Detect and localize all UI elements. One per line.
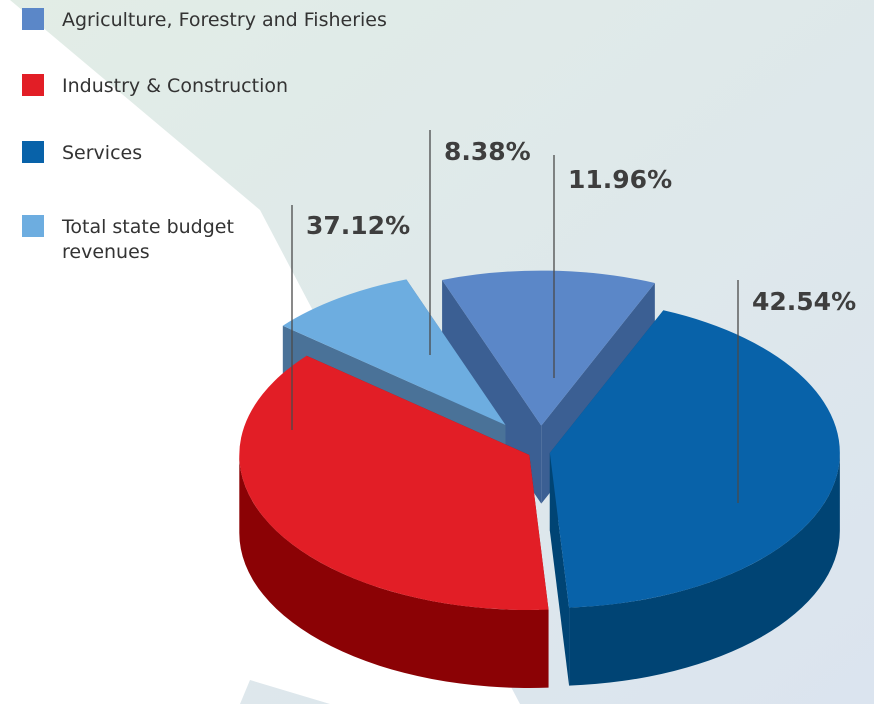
legend-swatch-agriculture	[22, 8, 44, 30]
pie-slice-services	[549, 310, 840, 608]
pie-slice-services-rim	[569, 452, 840, 686]
pie-tops	[239, 270, 840, 610]
pie-leader-lines	[291, 130, 739, 503]
pie-data-labels: 11.96% 42.54% 37.12% 8.38%	[306, 137, 856, 316]
pie-slice-agriculture-wall	[442, 279, 542, 504]
legend-label-agriculture: Agriculture, Forestry and Fisheries	[62, 9, 387, 31]
pie-slice-agriculture	[442, 270, 655, 426]
data-label-agriculture: 11.96%	[568, 165, 672, 194]
pie-slice-budget	[282, 279, 506, 425]
legend-label-budget: Total state budget revenues	[62, 216, 234, 263]
data-label-industry: 37.12%	[306, 211, 410, 240]
pie-slice-industry	[239, 355, 549, 610]
pie-slice-industry-rim	[239, 454, 549, 688]
data-label-budget: 8.38%	[444, 137, 531, 166]
pie-slice-services-wall	[549, 452, 570, 686]
legend-label-industry: Industry & Construction	[62, 75, 289, 97]
data-label-services: 42.54%	[752, 287, 856, 316]
legend-swatch-industry	[22, 74, 44, 96]
legend-swatch-budget	[22, 215, 44, 237]
legend-label-services: Services	[62, 142, 143, 164]
legend-swatch-services	[22, 141, 44, 163]
